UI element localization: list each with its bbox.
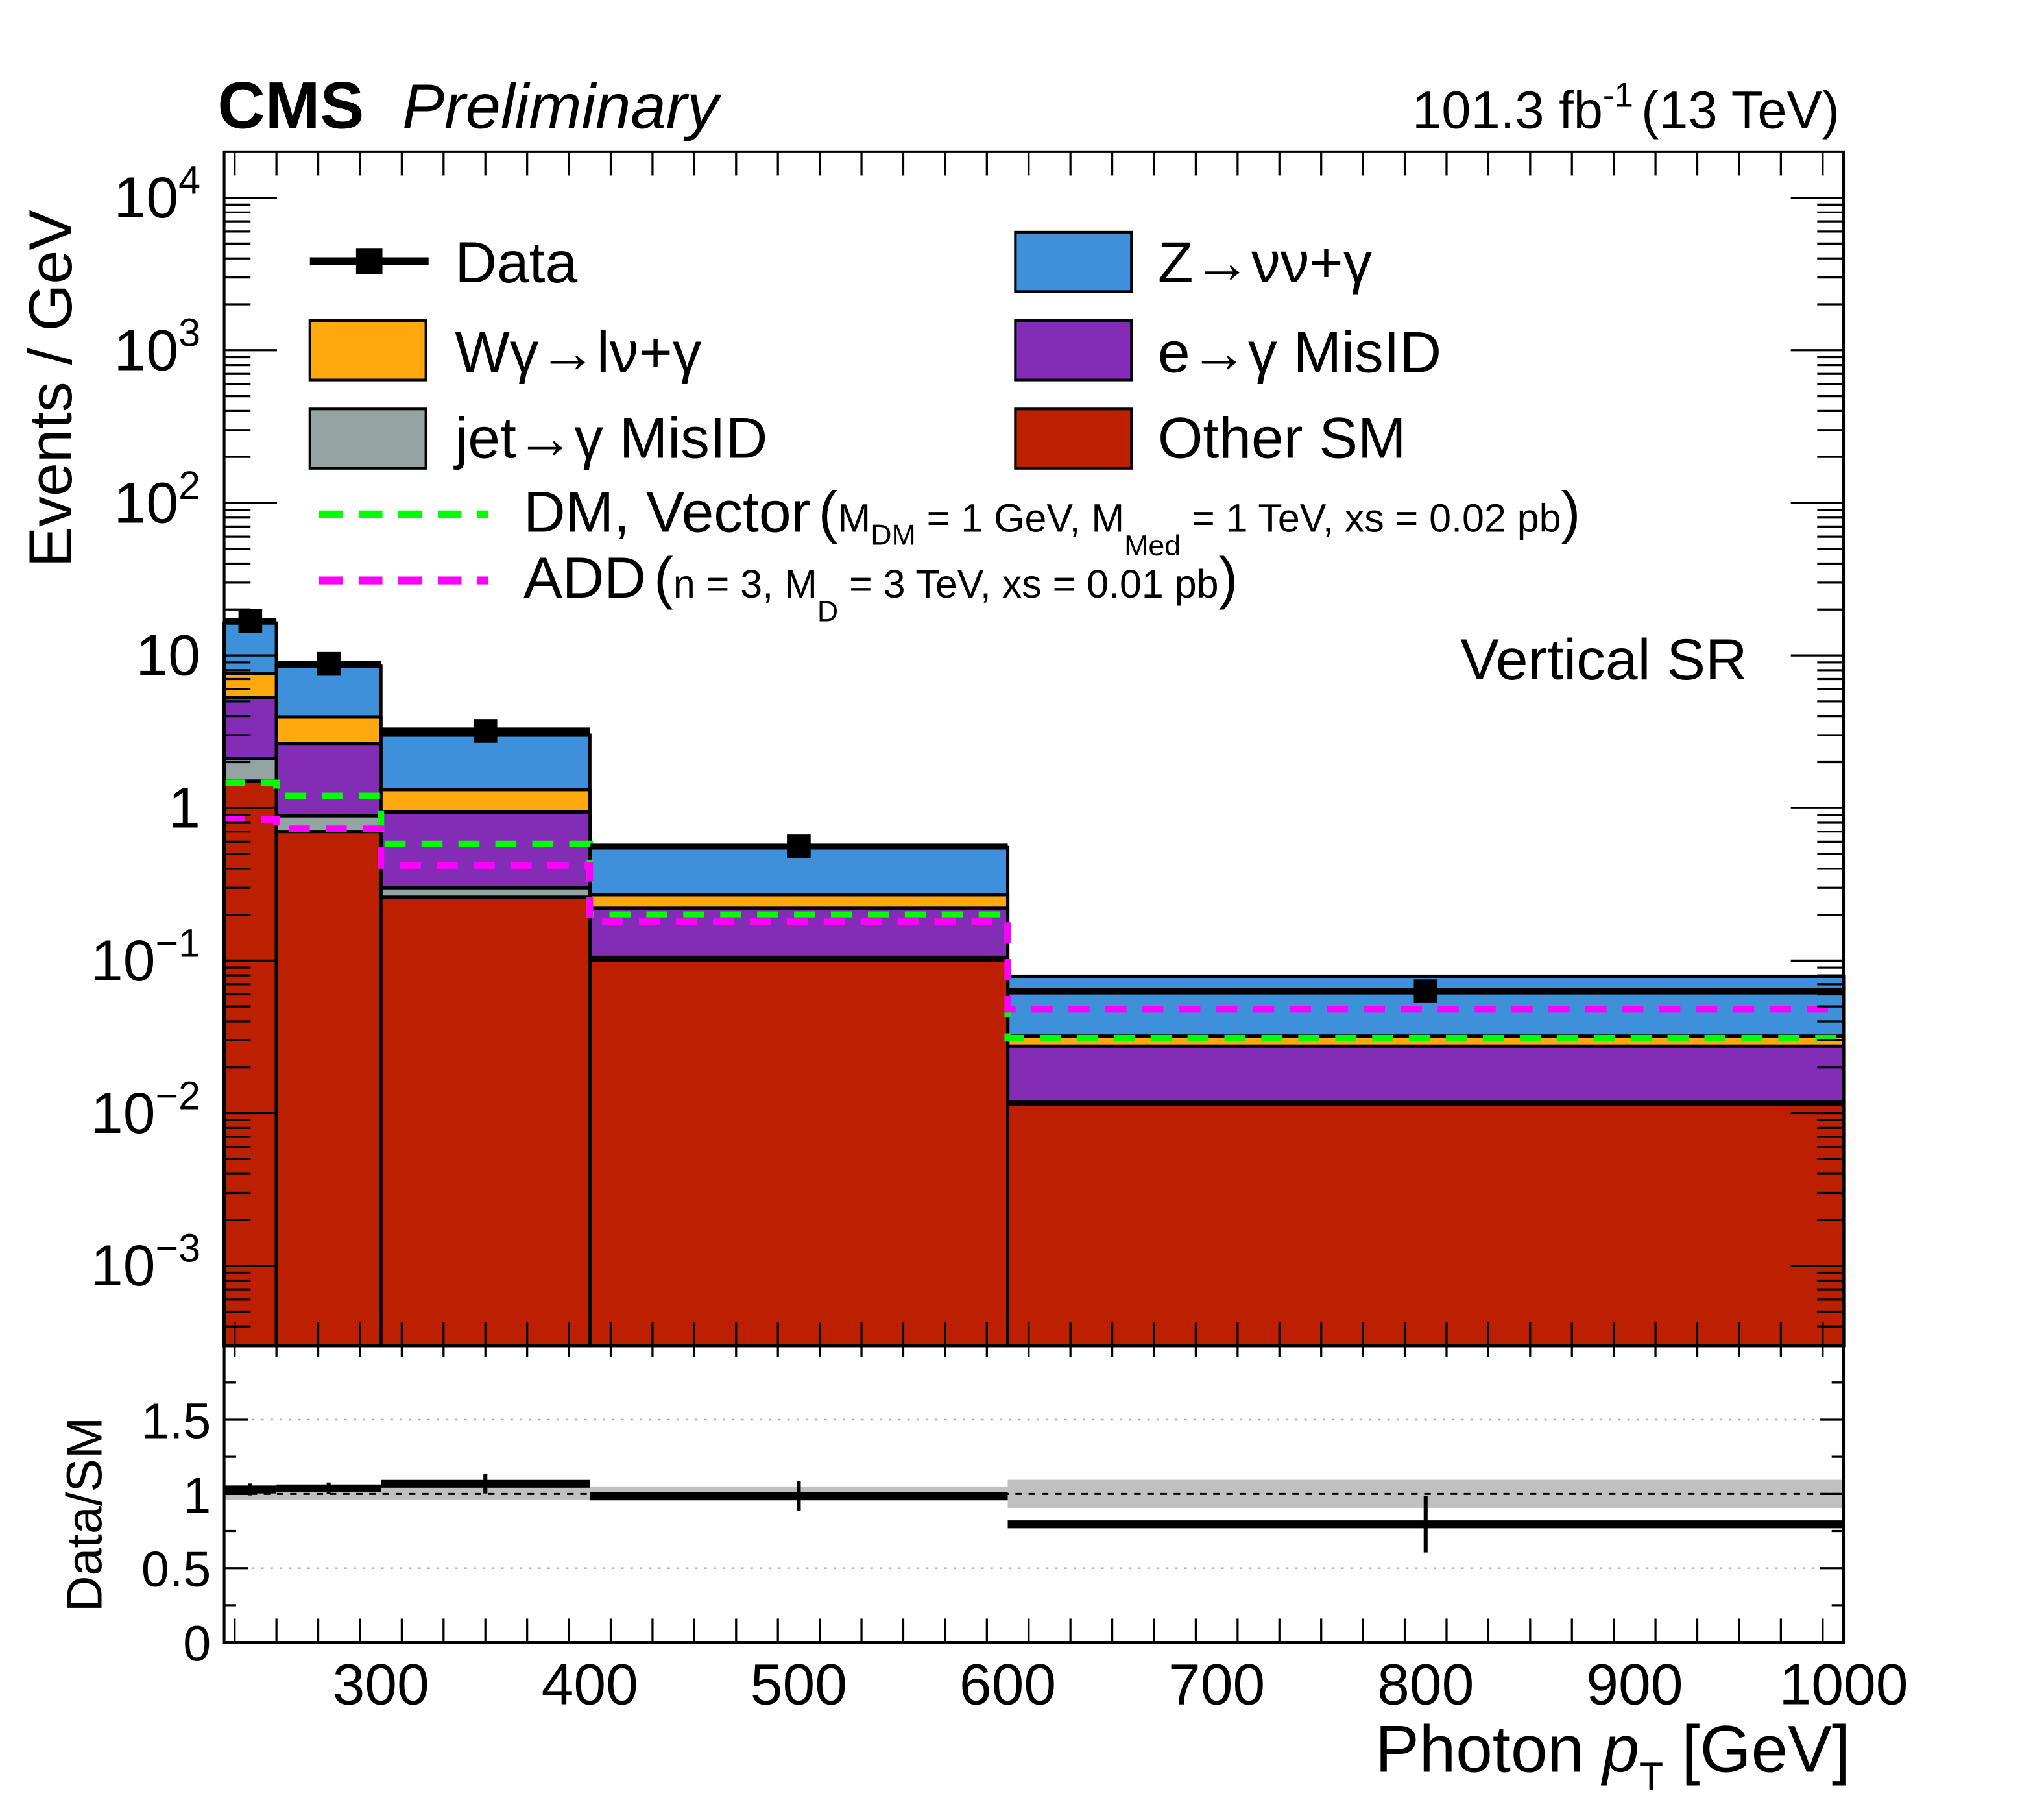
y-tick-exponent: −3 <box>155 1226 200 1270</box>
legend-wgamma-swatch <box>308 319 427 382</box>
region-label: Vertical SR <box>1460 627 1747 692</box>
x-tick-label: 800 <box>1377 1652 1474 1717</box>
y-tick-exponent: 2 <box>178 463 200 507</box>
legend-egamma-swatch <box>1014 319 1133 382</box>
stack-bar-othersm <box>1005 1102 1846 1348</box>
y-tick-exponent: 3 <box>178 311 200 355</box>
y-tick-exponent: 4 <box>178 158 200 202</box>
x-tick-label: 700 <box>1168 1652 1265 1717</box>
x-tick-label: 1000 <box>1779 1652 1908 1717</box>
ratio-y-tick-label: 1 <box>183 1468 211 1524</box>
data-point <box>317 651 341 676</box>
y-axis-title: Events / GeV <box>16 210 84 567</box>
x-tick-label: 400 <box>542 1652 638 1717</box>
data-point <box>473 719 498 743</box>
legend: Data Wγ→lν+γ jet→γ MisID Z→νν+γ e→γ MisI… <box>308 230 1580 628</box>
legend-data: Data <box>455 230 577 295</box>
legend-other-swatch <box>1014 407 1133 470</box>
signal-line-add <box>224 816 1844 1013</box>
legend-add: ADD (n = 3, MD = 3 TeV, xs = 0.01 pb) <box>523 545 1238 628</box>
legend-dm: DM, Vector (MDM = 1 GeV, MMed = 1 TeV, xs… <box>523 479 1580 562</box>
status-label: Preliminary <box>402 71 722 141</box>
y-tick-exponent: −2 <box>155 1073 200 1117</box>
ratio-frame <box>222 1344 1846 1644</box>
legend-znunu-swatch <box>1014 230 1133 293</box>
ratio-uncertainty-band <box>381 1488 590 1500</box>
stack-bar-othersm <box>379 895 592 1348</box>
data-point <box>238 609 263 633</box>
x-axis-ticks: 300 400 500 600 700 800 900 1000 <box>234 151 1908 1717</box>
legend-data-square <box>355 248 383 274</box>
data-point <box>787 834 811 858</box>
ratio-y-tick-label: 0.5 <box>141 1542 211 1598</box>
legend-other: Other SM <box>1158 405 1406 470</box>
ratio-panel: 0 0.5 1 1.5 <box>141 1381 1844 1672</box>
x-tick-label: 600 <box>959 1652 1056 1717</box>
experiment-label: CMS <box>217 68 364 142</box>
stack-bar-othersm <box>588 958 1010 1348</box>
y-tick-label: 1 <box>168 775 200 840</box>
y-tick-exponent: −1 <box>155 921 200 965</box>
legend-znunu: Z→νν+γ <box>1158 230 1373 295</box>
ratio-y-tick-label: 1.5 <box>141 1393 211 1449</box>
data-point <box>1413 979 1438 1003</box>
legend-wgamma: Wγ→lν+γ <box>455 319 701 384</box>
x-tick-label: 300 <box>333 1652 429 1717</box>
y-tick-label: 10 <box>136 623 200 688</box>
lumi-label: 101.3 fb-1 (13 TeV) <box>1412 77 1840 140</box>
x-axis-title: Photon pT [GeV] <box>1375 1712 1850 1798</box>
data-points <box>224 609 1844 1003</box>
ratio-y-axis-title: Data/SM <box>57 1417 113 1612</box>
stack-bar-othersm <box>274 830 383 1348</box>
x-tick-label: 500 <box>751 1652 847 1717</box>
legend-jet-swatch <box>308 407 427 470</box>
y-tick-label: 102 <box>114 463 200 535</box>
stack-bar-othersm <box>222 779 278 1348</box>
ratio-y-tick-label: 0 <box>183 1616 211 1672</box>
legend-jet: jet→γ MisID <box>453 405 767 470</box>
x-tick-label: 900 <box>1586 1652 1683 1717</box>
signal-lines <box>224 779 1844 1042</box>
legend-egamma: e→γ MisID <box>1158 319 1441 384</box>
